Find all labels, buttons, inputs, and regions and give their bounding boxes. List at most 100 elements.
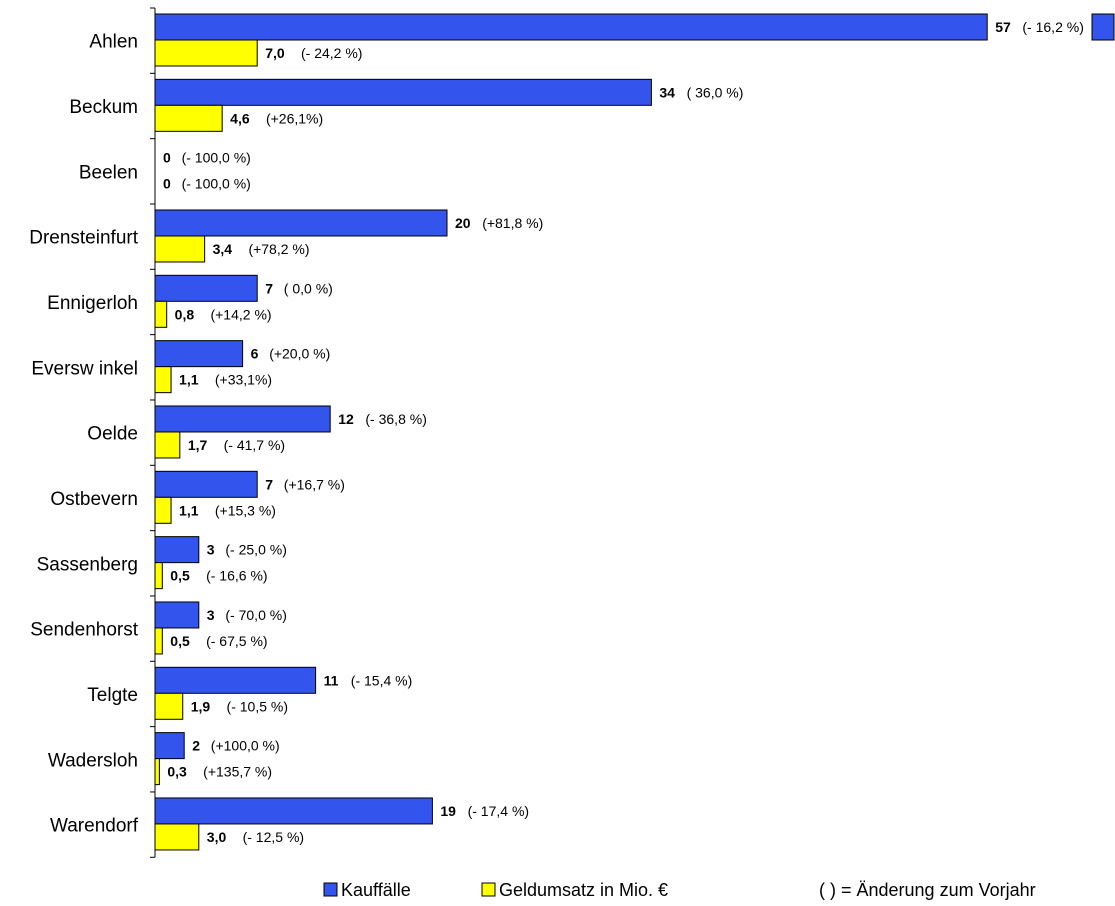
geldumsatz-telgte-change-label: (- 10,5 %) [227,698,288,714]
bar-kauffaelle-ostbevern [154,470,258,498]
bar-geldumsatz-eversw-inkel [154,366,172,394]
geldumsatz-ostbevern-value-label: 1,1 [179,502,199,518]
bar-kauffaelle-ennigerloh [154,274,258,302]
geldumsatz-telgte-value-label: 1,9 [191,698,211,714]
kauffaelle-wadersloh-value-label: 2 [192,738,200,754]
bar-geldumsatz-warendorf [154,823,200,851]
axis-layer [150,7,156,858]
category-label-sendenhorst: Sendenhorst [30,620,138,641]
geldumsatz-wadersloh-change-label: (+135,7 %) [203,764,272,780]
category-label-wadersloh: Wadersloh [48,750,138,771]
bar-kauffaelle-telgte [154,666,317,694]
category-label-ennigerloh: Ennigerloh [47,293,138,314]
kauffaelle-ostbevern-value-label: 7 [265,476,273,492]
bar-kauffaelle-drensteinfurt [154,209,448,237]
category-label-warendorf: Warendorf [50,816,139,837]
kauffaelle-oelde-value-label: 12 [338,411,354,427]
bar-kauffaelle-sassenberg [154,536,200,564]
geldumsatz-drensteinfurt-value-label: 3,4 [213,241,233,257]
geldumsatz-ennigerloh-change-label: (+14,2 %) [210,306,271,322]
kauffaelle-eversw-inkel-change-label: (+20,0 %) [269,346,330,362]
geldumsatz-sendenhorst-value-label: 0,5 [170,633,190,649]
kauffaelle-ahlen-change-label: (- 16,2 %) [1022,19,1083,35]
bar-kauffaelle-beckum [154,78,652,106]
geldumsatz-drensteinfurt-change-label: (+78,2 %) [248,241,309,257]
kauffaelle-sendenhorst-change-label: (- 70,0 %) [225,607,286,623]
geldumsatz-oelde-change-label: (- 41,7 %) [224,437,285,453]
kauffaelle-sendenhorst-value-label: 3 [207,607,215,623]
legend: Kauffälle Geldumsatz in Mio. € ( ) = Änd… [323,880,1036,900]
geldumsatz-beelen-change-label: (- 100,0 %) [182,176,251,192]
bar-kauffaelle-oelde [154,405,331,433]
bar-geldumsatz-drensteinfurt [154,235,206,263]
kauffaelle-telgte-change-label: (- 15,4 %) [351,672,412,688]
legend-note: ( ) = Änderung zum Vorjahr [819,880,1036,900]
bar-geldumsatz-sendenhorst [154,627,163,655]
bar-geldumsatz-ahlen [154,39,258,67]
category-label-beckum: Beckum [69,97,138,118]
geldumsatz-sassenberg-change-label: (- 16,6 %) [206,568,267,584]
geldumsatz-beckum-value-label: 4,6 [230,110,250,126]
category-label-eversw-inkel: Eversw inkel [31,358,138,379]
kauffaelle-warendorf-change-label: (- 17,4 %) [468,803,529,819]
geldumsatz-eversw-inkel-value-label: 1,1 [179,372,199,388]
kauffaelle-telgte-value-label: 11 [324,672,339,688]
kauffaelle-warendorf-value-label: 19 [440,803,456,819]
legend-swatch-geldumsatz [481,882,496,897]
kauffaelle-beckum-change-label: ( 36,0 %) [687,84,744,100]
legend-swatch-kauffaelle [323,882,338,897]
kauffaelle-drensteinfurt-value-label: 20 [455,215,471,231]
kauffaelle-beelen-change-label: (- 100,0 %) [182,150,251,166]
bar-kauffaelle-wadersloh [154,732,185,760]
bar-kauffaelle-ahlen [154,13,988,41]
kauffaelle-ahlen-value-label: 57 [995,19,1011,35]
bars-layer [154,13,1115,851]
kauffaelle-ostbevern-change-label: (+16,7 %) [284,476,345,492]
legend-label-geldumsatz: Geldumsatz in Mio. € [499,880,668,900]
category-label-drensteinfurt: Drensteinfurt [29,228,138,249]
bar-kauffaelle-warendorf [154,797,433,825]
category-label-sassenberg: Sassenberg [37,554,138,575]
bar-geldumsatz-ostbevern [154,496,172,524]
geldumsatz-wadersloh-value-label: 0,3 [167,764,187,780]
bar-geldumsatz-oelde [154,431,181,459]
kauffaelle-oelde-change-label: (- 36,8 %) [365,411,426,427]
geldumsatz-ennigerloh-value-label: 0,8 [175,306,195,322]
geldumsatz-warendorf-change-label: (- 12,5 %) [243,829,304,845]
geldumsatz-oelde-value-label: 1,7 [188,437,208,453]
kauffaelle-ennigerloh-value-label: 7 [265,280,273,296]
category-label-oelde: Oelde [87,424,138,445]
geldumsatz-ostbevern-change-label: (+15,3 %) [215,502,276,518]
category-label-ostbevern: Ostbevern [50,489,138,510]
kauffaelle-eversw-inkel-value-label: 6 [251,346,259,362]
bar-geldumsatz-wadersloh [154,758,160,786]
geldumsatz-sendenhorst-change-label: (- 67,5 %) [206,633,267,649]
bar-kauffaelle-sendenhorst [154,601,200,629]
category-label-beelen: Beelen [79,162,138,183]
kauffaelle-sassenberg-change-label: (- 25,0 %) [225,542,286,558]
geldumsatz-warendorf-value-label: 3,0 [207,829,227,845]
geldumsatz-beckum-change-label: (+26,1%) [266,110,323,126]
kauffaelle-beckum-value-label: 34 [659,84,675,100]
bar-kauffaelle-eversw-inkel [154,340,244,368]
kauffaelle-sassenberg-value-label: 3 [207,542,215,558]
kauffaelle-ennigerloh-change-label: ( 0,0 %) [284,280,333,296]
geldumsatz-ahlen-value-label: 7,0 [265,45,285,61]
geldumsatz-eversw-inkel-change-label: (+33,1%) [215,372,272,388]
geldumsatz-beelen-value-label: 0 [163,176,171,192]
bar-geldumsatz-ennigerloh [154,300,168,328]
bar-kauffaelle-overflow-marker [1091,13,1115,41]
kauffaelle-beelen-value-label: 0 [163,150,171,166]
bar-geldumsatz-beckum [154,104,223,132]
legend-label-kauffaelle: Kauffälle [341,880,411,900]
labels-layer: Ahlen 57 (- 16,2 %) 7,0 (- 24,2 %) Beckum 34 ( … [29,19,1084,845]
category-label-telgte: Telgte [87,685,138,706]
bar-geldumsatz-telgte [154,692,184,720]
kauffaelle-drensteinfurt-change-label: (+81,8 %) [482,215,543,231]
kauffaelle-wadersloh-change-label: (+100,0 %) [211,738,280,754]
geldumsatz-sassenberg-value-label: 0,5 [170,568,190,584]
category-label-ahlen: Ahlen [89,32,138,53]
bar-geldumsatz-sassenberg [154,562,163,590]
